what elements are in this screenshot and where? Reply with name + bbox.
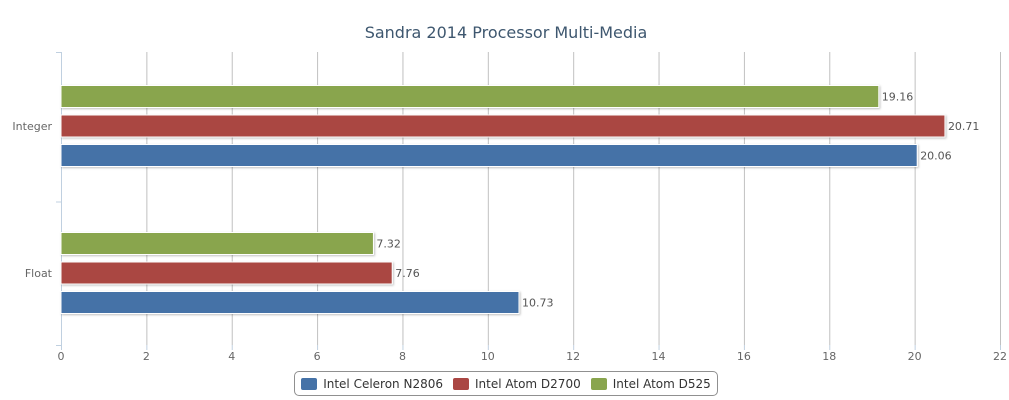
x-tick-label: 20 xyxy=(908,350,922,363)
y-category-label: Integer xyxy=(12,120,52,133)
bar-chart: Sandra 2014 Processor Multi-Media 0 2 4 6 8 1… xyxy=(12,23,1007,363)
x-tick-label: 6 xyxy=(314,350,321,363)
chart-legend: Intel Celeron N2806 Intel Atom D2700 Intel… xyxy=(294,371,718,396)
legend-item[interactable]: Intel Atom D2700 xyxy=(453,377,581,391)
x-tick-label: 2 xyxy=(143,350,150,363)
legend-label: Intel Atom D2700 xyxy=(475,376,581,391)
x-tick-label: 10 xyxy=(481,350,495,363)
bar[interactable] xyxy=(60,261,393,285)
data-label: 19.16 xyxy=(882,91,914,104)
bar[interactable] xyxy=(60,291,520,314)
legend-swatch xyxy=(301,377,318,390)
x-tick-label: 18 xyxy=(822,350,836,363)
x-tick-label: 14 xyxy=(652,350,666,363)
data-label: 7.32 xyxy=(376,238,401,251)
chart-title: Sandra 2014 Processor Multi-Media xyxy=(365,23,648,42)
x-tick-label: 22 xyxy=(993,350,1007,363)
data-label: 20.71 xyxy=(948,120,980,133)
legend-label: Intel Celeron N2806 xyxy=(323,376,443,391)
bar[interactable] xyxy=(60,114,946,138)
data-label: 20.06 xyxy=(920,150,952,163)
data-label: 7.76 xyxy=(395,267,420,280)
x-tick-label: 4 xyxy=(228,350,235,363)
x-tick-label: 16 xyxy=(737,350,751,363)
x-tick-label: 8 xyxy=(399,350,406,363)
legend-swatch xyxy=(590,377,607,390)
bar[interactable] xyxy=(60,144,918,167)
bar[interactable] xyxy=(60,232,374,255)
legend-swatch xyxy=(453,377,469,390)
legend-item[interactable]: Intel Celeron N2806 xyxy=(301,377,443,391)
legend-label: Intel Atom D525 xyxy=(612,376,711,391)
y-category-label: Float xyxy=(25,267,53,280)
bar[interactable] xyxy=(60,85,880,108)
legend-item[interactable]: Intel Atom D525 xyxy=(590,376,711,391)
x-tick-label: 12 xyxy=(566,350,580,363)
data-label: 10.73 xyxy=(522,297,554,310)
x-tick-label: 0 xyxy=(58,350,65,363)
